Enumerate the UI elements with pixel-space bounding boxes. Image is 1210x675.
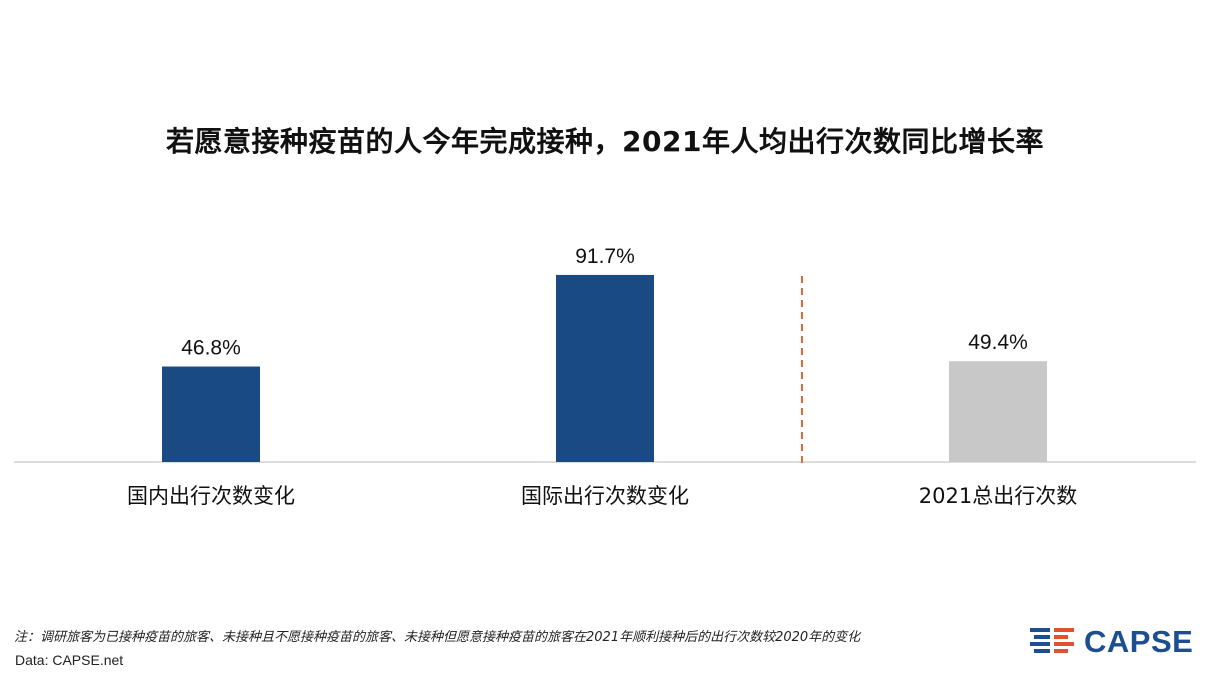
bar-chart: 46.8% 国内出行次数变化 91.7% 国际出行次数变化 49.4% 2021总出行次数 [14,245,1196,508]
bar-1 [162,366,260,462]
data-label-2: 91.7% [575,245,635,268]
bar-2 [556,274,654,462]
chart-title: 若愿意接种疫苗的人今年完成接种，2021年人均出行次数同比增长率 [166,125,1044,158]
category-label-1: 国内出行次数变化 [127,484,295,508]
category-label-3: 2021总出行次数 [919,484,1077,508]
data-source: Data: CAPSE.net [15,652,124,668]
logo-text: CAPSE [1084,624,1194,659]
footnote: 注：调研旅客为已接种疫苗的旅客、未接种且不愿接种疫苗的旅客、未接种但愿意接种疫苗… [14,630,861,645]
data-label-1: 46.8% [181,337,241,360]
bar-3 [949,361,1047,462]
category-label-2: 国际出行次数变化 [521,484,689,508]
capse-logo: CAPSE [1030,622,1193,662]
data-label-3: 49.4% [968,331,1028,354]
capse-logo-icon [1030,628,1074,653]
